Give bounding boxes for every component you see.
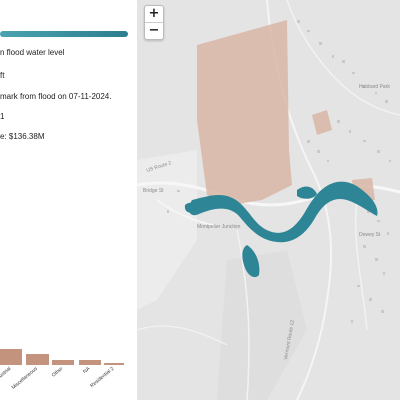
- map-canvas[interactable]: US Route 2 Bridge St Montpelier Junction…: [137, 0, 400, 400]
- bar-2[interactable]: [52, 360, 74, 365]
- bar-tick-label-4: Residential 2: [89, 366, 115, 389]
- sidebar-panel: n flood water level ft mark from flood o…: [0, 0, 137, 400]
- bar-tick-label-1: Miscellaneous: [11, 366, 40, 391]
- bar-tick-label-3: NA: [82, 366, 92, 375]
- bar-4[interactable]: [104, 363, 124, 365]
- map-label-hubbard: Hubbard Park: [359, 84, 390, 90]
- bar-tick-label-2: Other: [51, 366, 65, 379]
- bar-3[interactable]: [79, 360, 101, 365]
- zoom-control: + −: [144, 5, 164, 40]
- zoom-out-button[interactable]: −: [145, 22, 163, 39]
- bar-tick-label-0: ...ustrial: [0, 366, 12, 382]
- high-water-mark-text: mark from flood on 07-11-2024.: [0, 92, 112, 101]
- level-feet-text: ft: [0, 71, 5, 80]
- flood-map[interactable]: US Route 2 Bridge St Montpelier Junction…: [137, 0, 400, 400]
- floodwater-south[interactable]: [242, 245, 260, 278]
- bar-1[interactable]: [26, 354, 49, 365]
- flood-level-text: n flood water level: [0, 48, 65, 57]
- bar-leading-partial[interactable]: [0, 349, 22, 365]
- water-level-slider[interactable]: [0, 31, 128, 37]
- map-label-junction: Montpelier Junction: [197, 224, 241, 230]
- map-label-bridge: Bridge St: [143, 188, 164, 194]
- zoom-in-button[interactable]: +: [148, 6, 160, 21]
- flood-parcel-area[interactable]: [197, 20, 292, 205]
- map-label-dewey: Dewey St: [359, 232, 381, 238]
- floodwater-river[interactable]: [188, 181, 378, 243]
- total-value-text: e: $136.38M: [0, 132, 45, 141]
- count-text: 1: [0, 112, 5, 121]
